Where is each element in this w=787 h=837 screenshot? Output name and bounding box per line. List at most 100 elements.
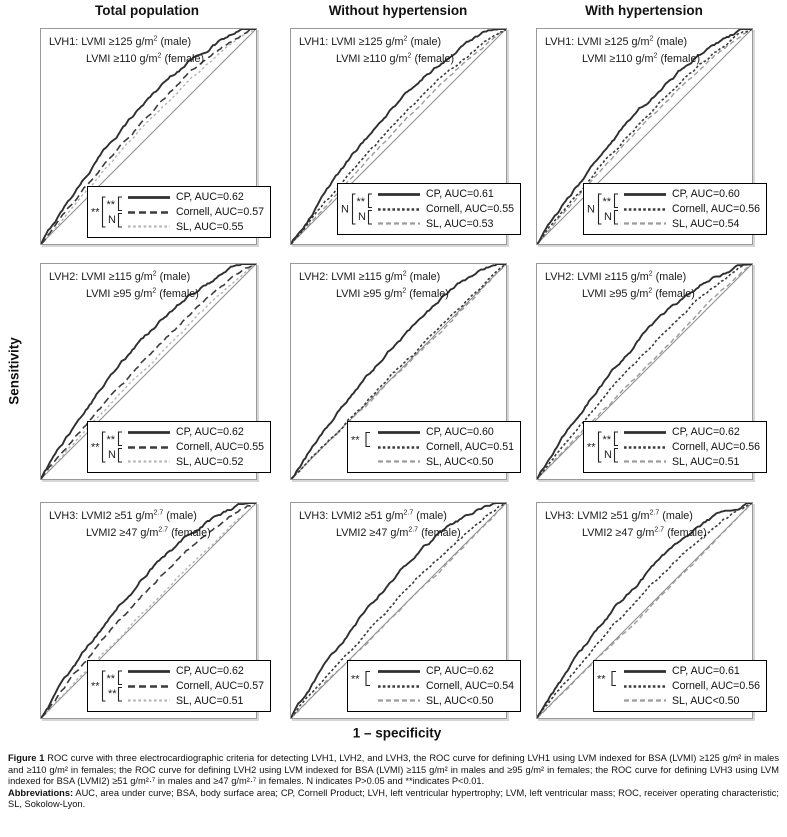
title-exponent: 2 — [152, 287, 157, 295]
panel-title-line1: LVH3: LVMI2 ≥51 g/m2.7 (male) — [49, 508, 211, 525]
diagonal-reference-line — [291, 29, 506, 244]
sl-roc-curve — [291, 264, 506, 479]
panel-title-line2: LVMI2 ≥47 g/m2.7 (female) — [545, 525, 707, 542]
cp-roc-curve — [537, 264, 752, 479]
legend-row-sl: SL, AUC=0.51 — [623, 454, 760, 469]
diagonal-reference-line — [537, 264, 752, 479]
legend-row-cornell: Cornell, AUC=0.57 — [127, 205, 264, 220]
legend-label: Cornell, AUC=0.55 — [175, 441, 264, 453]
roc-panel-lvh2-col3: LVH2: LVMI ≥115 g/m2 (male) LVMI ≥95 g/m2… — [536, 263, 767, 480]
legend-label: Cornell, AUC=0.51 — [425, 441, 514, 453]
significance-bracket: N ** N — [341, 193, 372, 225]
title-text: (female) — [168, 526, 211, 539]
panel-title-line2: LVMI ≥110 g/m2 (female) — [49, 51, 204, 68]
inner-top-bracket-line — [117, 670, 122, 686]
title-exponent: 2 — [153, 35, 158, 43]
sl-roc-curve — [41, 503, 256, 718]
panel-title: LVH2: LVMI ≥115 g/m2 (male) LVMI ≥95 g/m2… — [299, 269, 449, 302]
cornell-roc-curve — [537, 264, 752, 479]
roc-plot — [41, 29, 256, 244]
title-text: LVH1: LVMI ≥125 g/m — [299, 36, 404, 48]
panel-title-line2: LVMI2 ≥47 g/m2.7 (female) — [299, 525, 461, 542]
cornell-line-swatch — [377, 445, 420, 449]
significance-bracket: ** ** ** — [91, 670, 122, 702]
title-exponent: 2.7 — [649, 509, 660, 517]
title-text: LVMI2 ≥47 g/m — [86, 526, 159, 539]
inner-top-bracket-line — [117, 431, 122, 447]
title-text: LVMI ≥95 g/m — [86, 287, 153, 300]
legend-row-sl: SL, AUC<0.50 — [377, 454, 514, 469]
outer-bracket-line — [101, 196, 106, 228]
panel-title-line1: LVH1: LVMI ≥125 g/m2 (male) — [299, 34, 454, 51]
sl-line-swatch — [377, 460, 420, 463]
legend-label: SL, AUC=0.55 — [175, 220, 244, 233]
bracket-line — [365, 431, 370, 448]
title-text: LVMI ≥110 g/m — [86, 52, 158, 65]
title-text: (male) — [659, 510, 693, 522]
title-exponent: 2.7 — [153, 509, 164, 517]
legend-row-cp: CP, AUC=0.60 — [377, 425, 514, 440]
legend-row-cornell: Cornell, AUC=0.56 — [623, 679, 760, 694]
cp-line-swatch — [127, 196, 170, 199]
abbreviations-paragraph: Abbreviations: AUC, area under curve; BS… — [8, 788, 779, 811]
legend-row-cp: CP, AUC=0.61 — [377, 187, 514, 202]
legend-row-sl: SL, AUC=0.55 — [127, 219, 264, 234]
significance-outer-label: ** — [91, 681, 100, 693]
significance-inner-bottom-label: ** — [108, 688, 117, 700]
legend-row-cp: CP, AUC=0.62 — [127, 425, 264, 440]
inner-top-bracket-line — [613, 431, 618, 447]
title-exponent: 2.7 — [158, 526, 169, 534]
bracket-line — [611, 670, 616, 687]
bracket-line — [365, 670, 370, 687]
legend-row-cornell: Cornell, AUC=0.54 — [377, 679, 514, 694]
y-axis-label: Sensitivity — [6, 337, 22, 405]
legend-row-cp: CP, AUC=0.60 — [623, 187, 760, 202]
roc-plot — [291, 503, 506, 718]
legend-row-cornell: Cornell, AUC=0.55 — [127, 440, 264, 455]
cp-roc-curve — [41, 264, 256, 479]
sl-roc-curve — [537, 264, 752, 479]
legend-label: SL, AUC=0.51 — [671, 455, 740, 468]
cornell-line-swatch — [127, 210, 170, 214]
caption-paragraph: Figure 1 ROC curve with three electrocar… — [8, 753, 779, 788]
inner-bottom-bracket-line — [613, 209, 618, 225]
column-title-with-hypertension: With hypertension — [585, 3, 703, 18]
title-exponent: 2 — [407, 52, 412, 60]
title-text: (male) — [407, 36, 442, 48]
inner-bottom-bracket-line — [117, 447, 122, 463]
title-text: LVH2: LVMI ≥115 g/m — [545, 271, 649, 283]
cp-roc-curve — [291, 29, 506, 244]
cornell-line-swatch — [127, 684, 170, 688]
title-text: LVH2: LVMI ≥115 g/m — [299, 271, 403, 283]
title-exponent: 2 — [648, 270, 653, 278]
significance-inner-top-label: ** — [106, 673, 115, 685]
title-text: LVMI2 ≥47 g/m — [336, 526, 409, 539]
significance-inner-top-label: ** — [602, 196, 611, 208]
cp-line-swatch — [377, 670, 420, 673]
legend-row-cornell: Cornell, AUC=0.56 — [623, 440, 760, 455]
title-text: LVH1: LVMI ≥125 g/m — [545, 36, 650, 48]
significance-bracket: ** ** N — [91, 196, 122, 228]
legend-box: ** CP, AUC=0.61 Cornell, AUC=0.56 SL, AUC<0… — [592, 660, 767, 712]
significance-bracket: ** — [351, 431, 370, 448]
significance-outer-label: N — [587, 204, 595, 216]
legend-box: N ** N CP, AUC=0.61 Cornell, AUC=0.55 SL, AUC… — [336, 183, 521, 235]
title-text: (female) — [156, 287, 199, 300]
panel-title-line1: LVH2: LVMI ≥115 g/m2 (male) — [299, 269, 449, 286]
inner-bottom-bracket-line — [117, 686, 122, 702]
title-text: LVH1: LVMI ≥125 g/m — [49, 36, 154, 48]
cp-line-swatch — [623, 193, 666, 196]
title-exponent: 2.7 — [654, 526, 665, 534]
significance-bracket: ** ** N — [91, 431, 122, 463]
significance-inner-bottom-label: N — [108, 449, 116, 461]
legend-label: SL, AUC<0.50 — [425, 694, 494, 707]
legend-label: Cornell, AUC=0.56 — [671, 441, 760, 453]
sl-line-swatch — [623, 222, 666, 225]
column-title-without-hypertension: Without hypertension — [328, 3, 468, 18]
roc-panel-lvh1-col1: LVH1: LVMI ≥125 g/m2 (male) LVMI ≥110 g/m… — [40, 28, 271, 245]
sl-roc-curve — [537, 29, 752, 244]
title-text: LVMI ≥110 g/m — [336, 52, 408, 65]
legend-label: Cornell, AUC=0.56 — [671, 680, 760, 692]
title-text: LVH3: LVMI2 ≥51 g/m — [299, 510, 404, 522]
sl-roc-curve — [291, 503, 506, 718]
